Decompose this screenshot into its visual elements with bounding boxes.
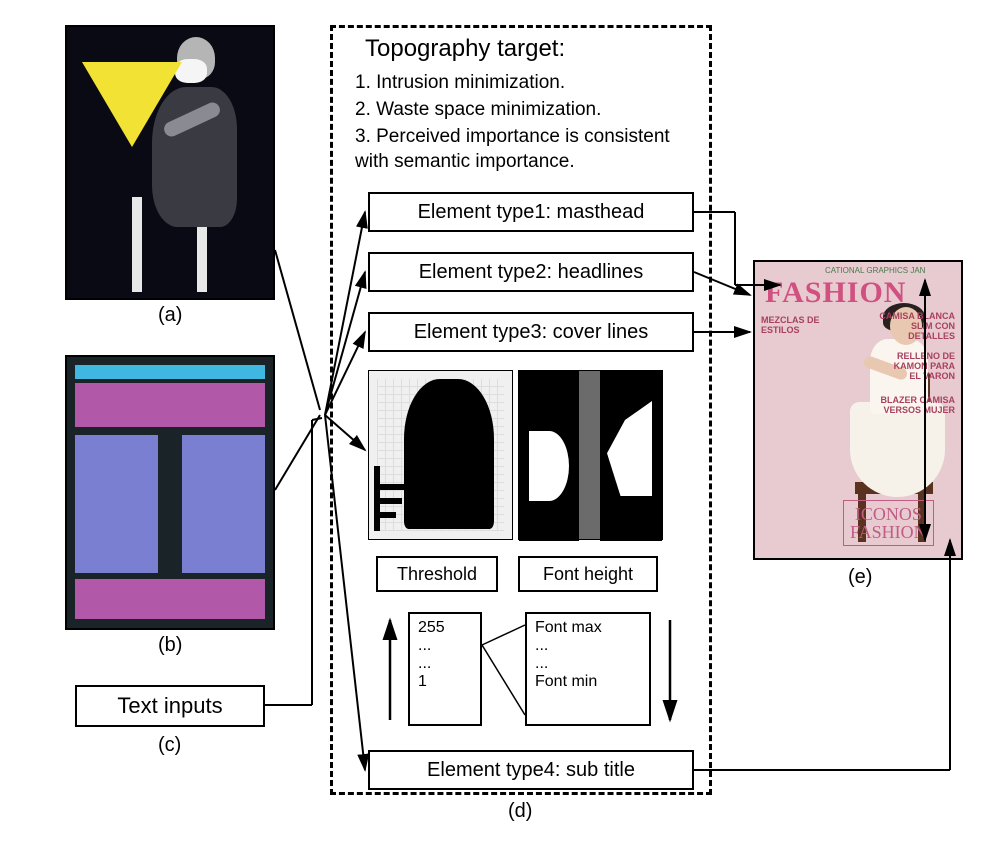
topography-item-1: 1. Intrusion minimization. xyxy=(355,72,565,94)
font-row-top: Font max xyxy=(535,619,641,637)
element-type2-box: Element type2: headlines xyxy=(368,252,694,292)
panel-a-label: (a) xyxy=(158,304,182,327)
topography-item-3a: 3. Perceived importance is consistent xyxy=(355,126,670,148)
layout-band xyxy=(75,365,265,379)
element-type3-box: Element type3: cover lines xyxy=(368,312,694,352)
font-row-mid2: ... xyxy=(535,655,641,673)
threshold-row-bottom: 1 xyxy=(418,673,472,691)
font-table: Font max ... ... Font min xyxy=(525,612,651,726)
layout-band xyxy=(75,383,265,427)
cover-line-right-3: BLAZER CAMISA VERSOS MUJER xyxy=(881,396,956,416)
cover-subtitle-line1: ICONOS xyxy=(855,504,922,524)
panel-a-image xyxy=(65,25,275,300)
panel-b-label: (b) xyxy=(158,634,182,657)
cover-subtitle: ICONOS FASHION xyxy=(843,500,934,546)
threshold-row-mid1: ... xyxy=(418,637,472,655)
panel-e-label: (e) xyxy=(848,566,872,589)
panel-b-layout xyxy=(65,355,275,630)
cover-line-left-1: MEZCLAS DE ESTILOS xyxy=(761,316,820,336)
topography-item-3b: with semantic importance. xyxy=(355,151,575,173)
font-row-mid1: ... xyxy=(535,637,641,655)
yellow-triangle-icon xyxy=(82,62,182,147)
panel-d-label: (d) xyxy=(508,800,532,823)
cover-masthead: FASHION xyxy=(765,276,906,310)
cover-line-right-2: RELLENO DE KAMON PARA EL VARON xyxy=(894,352,955,382)
threshold-row-top: 255 xyxy=(418,619,472,637)
threshold-table: 255 ... ... 1 xyxy=(408,612,482,726)
layout-band xyxy=(75,579,265,619)
cover-tagline: CATIONAL GRAPHICS JAN xyxy=(825,266,925,275)
cover-subtitle-line2: FASHION xyxy=(850,522,927,542)
element-type4-box: Element type4: sub title xyxy=(368,750,694,790)
font-row-bottom: Font min xyxy=(535,673,641,691)
layout-band xyxy=(75,435,157,573)
layout-band xyxy=(182,435,264,573)
threshold-silhouette-coarse xyxy=(518,370,663,540)
topography-item-2: 2. Waste space minimization. xyxy=(355,99,601,121)
cover-line-right-1: CAMISA BLANCA SLIM CON DETALLES xyxy=(879,312,955,342)
text-inputs-box: Text inputs xyxy=(75,685,265,727)
threshold-silhouette-fine xyxy=(368,370,513,540)
threshold-label: Threshold xyxy=(376,556,498,592)
threshold-row-mid2: ... xyxy=(418,655,472,673)
panel-e-cover: CATIONAL GRAPHICS JAN FASHION MEZCLAS DE… xyxy=(753,260,963,560)
pipeline-diagram: (a) (b) Text inputs (c) Topography targe… xyxy=(20,20,983,843)
font-height-label: Font height xyxy=(518,556,658,592)
panel-c-label: (c) xyxy=(158,734,181,757)
topography-title: Topography target: xyxy=(365,35,565,63)
element-type1-box: Element type1: masthead xyxy=(368,192,694,232)
